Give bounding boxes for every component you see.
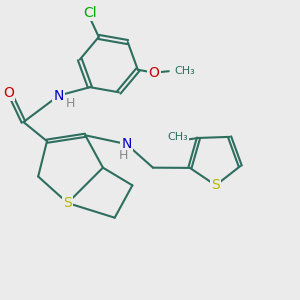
Text: CH₃: CH₃ <box>168 133 188 142</box>
Text: S: S <box>211 178 220 192</box>
Text: H: H <box>119 149 128 162</box>
Text: CH₃: CH₃ <box>174 66 195 76</box>
Text: O: O <box>148 66 159 80</box>
Text: S: S <box>63 196 72 210</box>
Text: O: O <box>3 85 14 100</box>
Text: Cl: Cl <box>83 5 97 20</box>
Text: N: N <box>54 88 64 103</box>
Text: N: N <box>121 137 132 151</box>
Text: H: H <box>65 97 75 110</box>
